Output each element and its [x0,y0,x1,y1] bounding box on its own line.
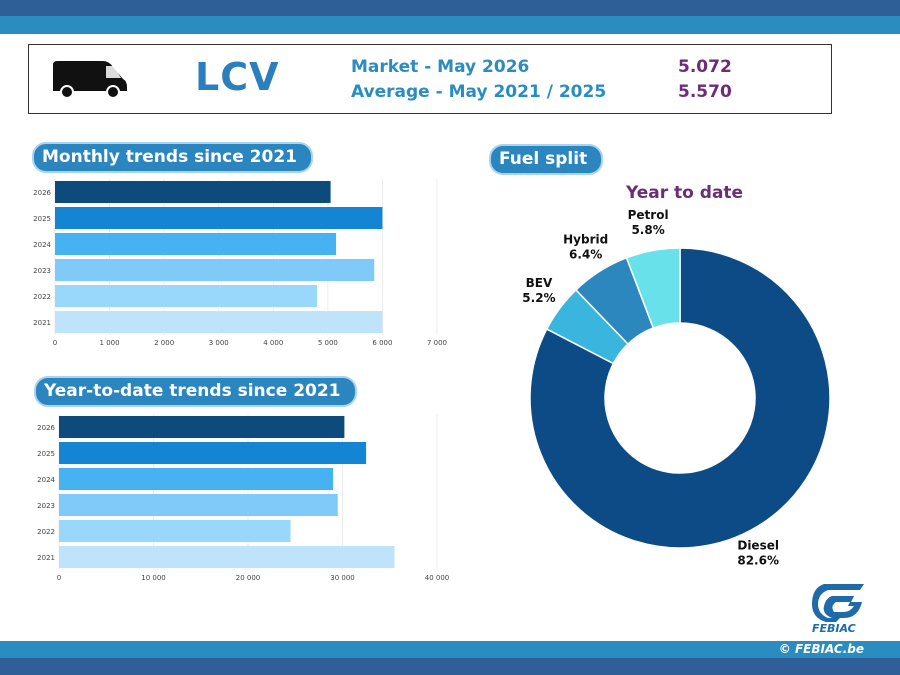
bar-2025 [55,207,383,229]
bar-2022 [55,285,317,307]
bar-2023 [59,494,338,516]
x-tick-label: 2 000 [154,339,174,347]
header-panel: LCV Market - May 2026 Average - May 2021… [28,44,832,114]
febiac-logo-icon [812,584,864,622]
bar-2025 [59,442,367,464]
y-tick-label: 2026 [33,189,51,197]
slice-value: 5.2% [522,291,555,305]
average-label: Average - May 2021 / 2025 [351,82,607,102]
x-tick-label: 20 000 [236,574,261,582]
bar-2024 [59,468,334,490]
market-value: 5.072 [678,57,732,77]
x-tick-label: 6 000 [372,339,392,347]
y-tick-label: 2023 [37,502,55,510]
slice-value: 82.6% [737,554,779,568]
fuel-section-title: Fuel split [489,144,604,175]
x-tick-label: 10 000 [141,574,166,582]
slice-value: 6.4% [569,247,602,261]
slice-label: BEV [526,276,553,290]
x-tick-label: 0 [57,574,61,582]
bar-2026 [55,181,331,203]
category-title: LCV [195,55,280,99]
bar-2021 [59,546,395,568]
x-tick-label: 30 000 [330,574,355,582]
ytd-bar-chart: 0 10 000 20 000 30 000 40 000 2021 2022 2023 202… [37,414,450,582]
y-tick-label: 2024 [33,241,51,249]
y-tick-label: 2021 [33,319,51,327]
slice-label: Petrol [628,208,669,222]
y-tick-label: 2026 [37,424,55,432]
y-tick-label: 2022 [37,528,55,536]
bottom-band-light [0,641,900,658]
monthly-section-title: Monthly trends since 2021 [32,142,313,173]
y-tick-label: 2023 [33,267,51,275]
monthly-bar-chart: 0 1 000 2 000 3 000 4 000 5 000 6 000 7 000 2021… [33,179,447,347]
bar-2021 [55,311,383,333]
x-tick-label: 5 000 [318,339,338,347]
slice-label: Diesel [737,539,779,553]
ytd-section-title: Year-to-date trends since 2021 [34,376,357,407]
copyright-text: © FEBIAC.be [778,642,864,656]
x-tick-label: 7 000 [427,339,447,347]
bar-2022 [59,520,291,542]
y-tick-label: 2022 [33,293,51,301]
slice-label: Hybrid [563,232,608,246]
donut-title: Year to date [626,183,744,203]
y-tick-label: 2024 [37,476,55,484]
slice-diesel [529,247,831,549]
top-band-light [0,16,900,34]
slice-petrol [625,247,681,329]
bar-2026 [59,416,345,438]
slice-value: 5.8% [631,223,664,237]
y-tick-label: 2021 [37,554,55,562]
y-tick-label: 2025 [33,215,51,223]
x-tick-label: 0 [53,339,57,347]
y-tick-label: 2025 [37,450,55,458]
x-tick-label: 1 000 [100,339,120,347]
logo-text: FEBIAC [812,622,856,635]
bar-2024 [55,233,337,255]
top-band-dark [0,0,900,16]
bar-2023 [55,259,375,281]
average-value: 5.570 [678,82,732,102]
van-icon [53,61,127,99]
x-tick-label: 4 000 [263,339,283,347]
x-tick-label: 3 000 [209,339,229,347]
x-tick-label: 40 000 [425,574,450,582]
bottom-band-dark [0,658,900,675]
market-label: Market - May 2026 [351,57,530,77]
